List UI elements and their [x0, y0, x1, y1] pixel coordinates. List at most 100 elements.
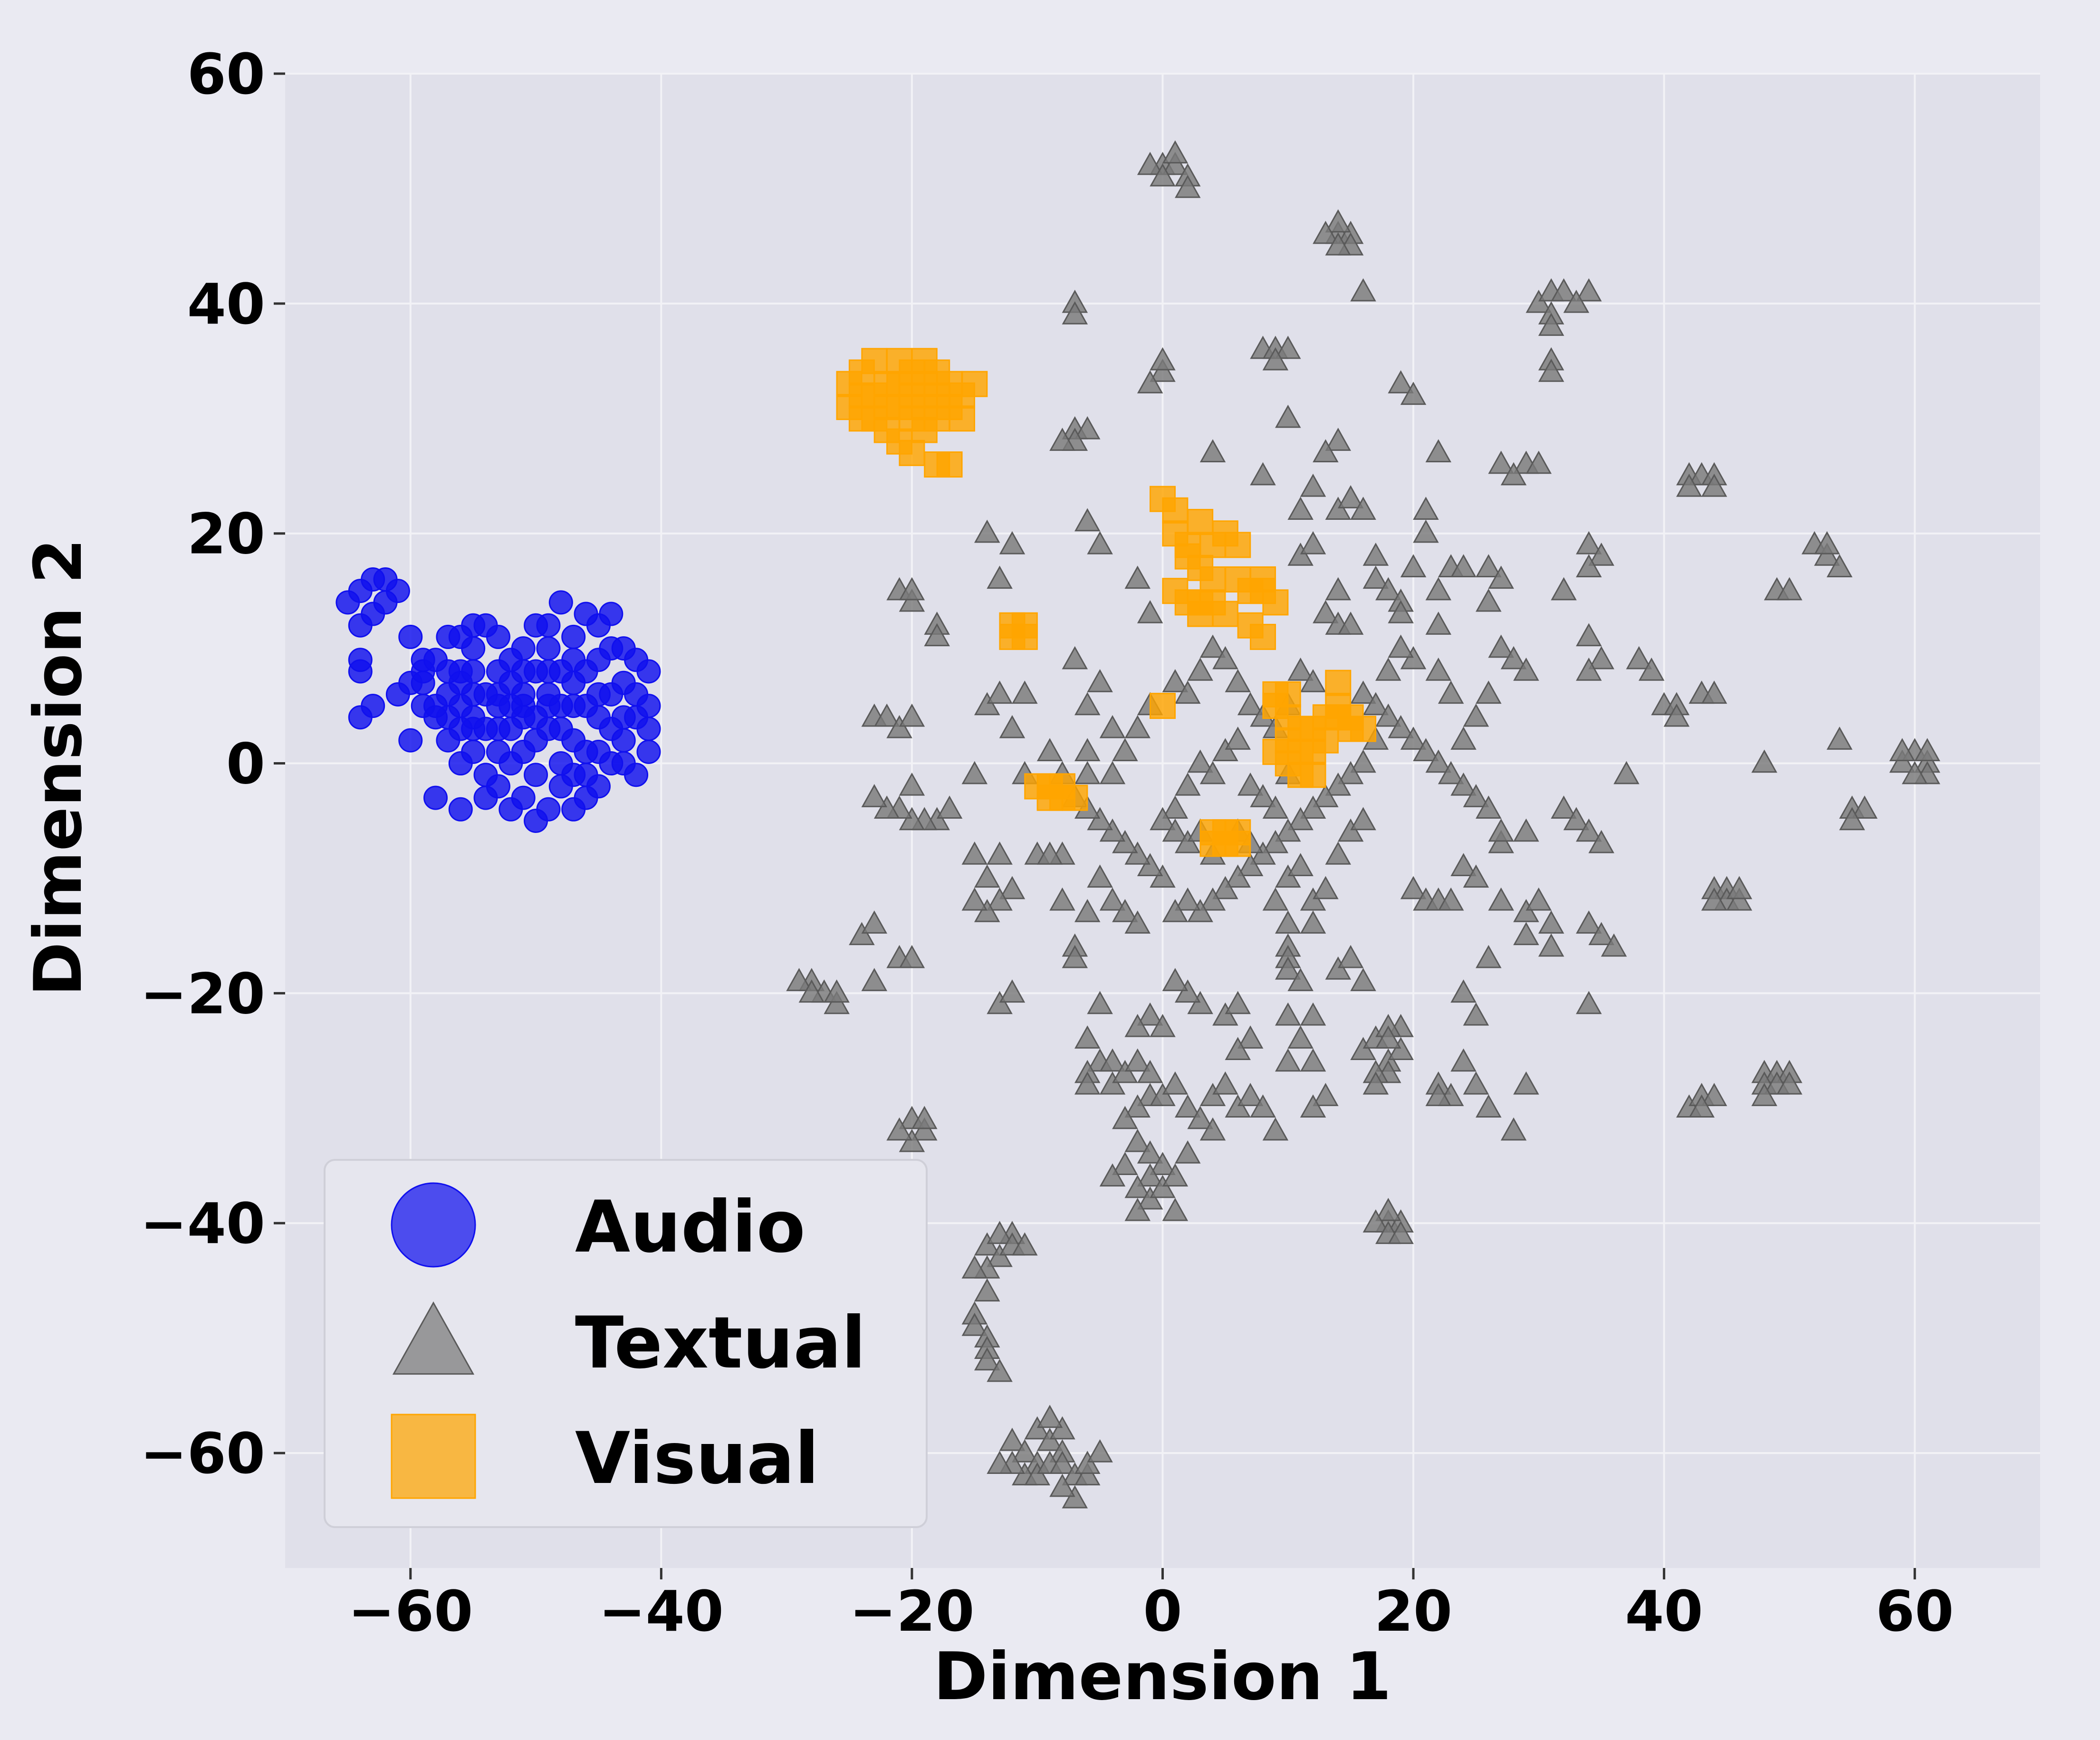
textual-point	[1313, 600, 1339, 623]
textual-point	[1350, 278, 1376, 302]
legend-label: Textual	[575, 1302, 866, 1385]
textual-point	[899, 577, 925, 601]
visual-point	[1162, 497, 1189, 524]
textual-point	[1062, 301, 1088, 325]
textual-point	[1036, 738, 1063, 762]
textual-point	[1087, 1439, 1113, 1463]
textual-point	[1751, 1083, 1777, 1106]
textual-point	[1162, 669, 1189, 692]
textual-point	[1175, 979, 1201, 1003]
textual-point	[1701, 887, 1727, 911]
textual-point	[1212, 1002, 1238, 1026]
textual-point	[1099, 761, 1126, 784]
textual-point	[1362, 543, 1389, 566]
textual-point	[1525, 450, 1552, 474]
textual-point	[1463, 1071, 1489, 1095]
textual-point	[1175, 772, 1201, 796]
y-tick-label: 40	[187, 271, 265, 337]
textual-point	[1889, 738, 1916, 762]
textual-point	[1300, 473, 1326, 497]
textual-point	[1199, 1083, 1226, 1106]
textual-point	[1676, 473, 1702, 497]
audio-point	[511, 636, 536, 661]
textual-point	[1626, 646, 1652, 669]
textual-point	[1199, 887, 1226, 911]
textual-point	[974, 1232, 1000, 1256]
textual-point	[1388, 370, 1414, 393]
audio-point	[536, 636, 561, 661]
audio-point	[398, 624, 423, 649]
textual-point	[1275, 818, 1301, 842]
textual-point	[1826, 727, 1853, 750]
textual-point	[1024, 1416, 1050, 1440]
textual-point	[1325, 841, 1352, 865]
textual-point	[1914, 738, 1940, 762]
textual-point	[786, 968, 812, 991]
textual-point	[987, 1243, 1013, 1267]
textual-point	[1036, 1427, 1063, 1451]
legend-item-visual: Visual	[391, 1414, 819, 1500]
textual-point	[1538, 933, 1564, 957]
textual-point	[1074, 1071, 1101, 1095]
visual-point	[936, 451, 963, 478]
audio-point	[385, 579, 410, 603]
textual-point	[974, 519, 1000, 543]
textual-point	[961, 1312, 988, 1336]
textual-point	[1124, 1128, 1151, 1152]
textual-point	[1237, 692, 1264, 716]
textual-point	[1551, 278, 1577, 302]
textual-point	[1275, 404, 1301, 428]
textual-point	[1300, 1094, 1326, 1118]
textual-point	[1237, 853, 1264, 876]
textual-point	[824, 979, 850, 1003]
textual-point	[1124, 1094, 1151, 1118]
textual-point	[1576, 554, 1602, 577]
textual-point	[961, 841, 988, 865]
textual-point	[1175, 1140, 1201, 1164]
visual-point	[1187, 509, 1214, 535]
textual-point	[1701, 1083, 1727, 1106]
legend-items: Audio Textual Visual	[391, 1182, 866, 1500]
y-tick-label: 20	[187, 501, 265, 567]
textual-point	[1150, 163, 1176, 187]
textual-point	[987, 1221, 1013, 1244]
textual-point	[1488, 450, 1514, 474]
audio-point	[636, 659, 661, 684]
data-points	[336, 140, 1940, 1509]
textual-point	[1162, 1071, 1189, 1095]
audio-point	[473, 785, 498, 810]
legend-label: Audio	[575, 1186, 805, 1269]
textual-point	[1225, 1037, 1251, 1061]
visual-point	[1300, 762, 1326, 788]
textual-point	[1237, 1025, 1264, 1049]
textual-point	[1388, 600, 1414, 623]
textual-point	[1124, 1175, 1151, 1198]
visual-point	[1162, 578, 1189, 604]
textual-point	[1300, 1002, 1326, 1026]
x-axis-label: Dimension 1	[933, 1638, 1391, 1715]
textual-point	[1275, 1048, 1301, 1072]
audio-point	[561, 763, 586, 787]
textual-point	[1476, 945, 1502, 968]
visual-point	[861, 382, 888, 409]
audio-point	[524, 763, 548, 787]
textual-point	[1137, 853, 1163, 876]
textual-point	[1350, 749, 1376, 773]
textual-point	[1538, 358, 1564, 382]
textual-point	[1588, 922, 1615, 946]
audio-point	[524, 659, 548, 684]
textual-point	[1087, 669, 1113, 692]
textual-point	[1300, 910, 1326, 934]
textual-point	[911, 1106, 938, 1129]
textual-point	[1388, 715, 1414, 738]
textual-point	[961, 1255, 988, 1279]
textual-point	[1488, 887, 1514, 911]
audio-point	[461, 636, 486, 661]
textual-point	[1350, 968, 1376, 991]
textual-point	[1337, 612, 1364, 635]
series-textual	[786, 140, 1940, 1509]
textual-point	[1513, 818, 1539, 842]
audio-point	[411, 694, 435, 718]
textual-point	[1588, 543, 1615, 566]
textual-point	[1175, 1094, 1201, 1118]
